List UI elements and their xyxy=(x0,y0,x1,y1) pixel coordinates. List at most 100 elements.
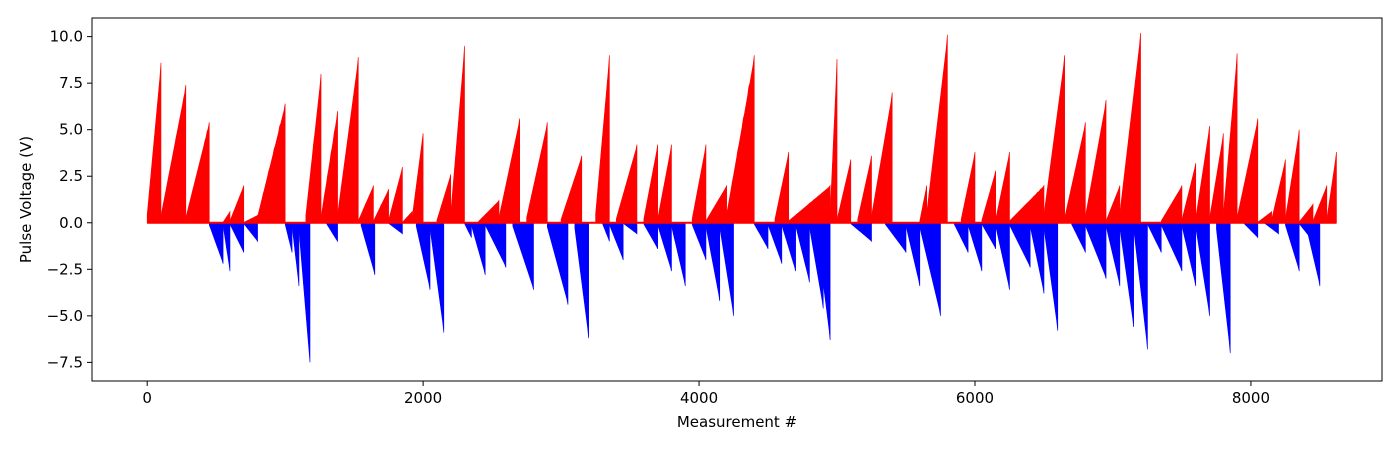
positive-pulse-bar xyxy=(657,144,672,224)
negative-pulse-bar xyxy=(1305,222,1321,287)
negative-pulse-bar xyxy=(671,222,686,287)
negative-pulse-bar xyxy=(1105,222,1121,287)
positive-pulse-bar xyxy=(1195,125,1210,224)
positive-pulse-bar xyxy=(691,144,707,224)
negative-pulse-bar xyxy=(795,222,810,283)
positive-pulse-bar xyxy=(643,144,658,224)
positive-pulse-bar xyxy=(836,159,852,224)
positive-pulse-bar xyxy=(320,111,338,224)
positive-pulse-bar xyxy=(726,55,755,224)
negative-pulse-bar xyxy=(546,222,569,305)
negative-pulse-bar xyxy=(222,222,231,272)
y-tick-label: −7.5 xyxy=(47,353,83,371)
positive-pulse-bar xyxy=(402,210,413,224)
positive-pulse-bar xyxy=(526,122,548,224)
negative-pulse-bar xyxy=(574,222,589,339)
y-tick-label: 5.0 xyxy=(59,121,83,139)
positive-pulse-bar xyxy=(305,73,322,224)
positive-pulse-bar xyxy=(450,45,465,224)
positive-pulse-bar xyxy=(1009,184,1045,224)
y-axis-label: Pulse Voltage (V) xyxy=(17,136,35,263)
y-tick-label: −5.0 xyxy=(47,307,83,325)
negative-pulse-bar xyxy=(1009,222,1031,268)
positive-pulse-bar xyxy=(615,144,638,224)
x-tick-label: 4000 xyxy=(680,389,718,407)
negative-pulse-bar xyxy=(885,222,907,253)
x-tick-label: 2000 xyxy=(404,389,442,407)
negative-pulse-bar xyxy=(781,222,796,272)
y-tick-label: 10.0 xyxy=(50,28,83,46)
negative-pulse-bar xyxy=(512,222,534,290)
negative-pulse-bar xyxy=(816,222,831,341)
negative-pulse-bar xyxy=(229,222,245,253)
negative-pulse-bar xyxy=(429,222,445,333)
negative-pulse-bar xyxy=(284,222,293,253)
negative-pulse-bar xyxy=(657,222,672,272)
positive-pulse-bar xyxy=(857,155,872,224)
negative-pulse-bar xyxy=(622,222,638,235)
negative-pulse-bar xyxy=(954,222,969,253)
positive-pulse-bar xyxy=(185,122,210,224)
negative-pulse-bar xyxy=(208,222,224,264)
negative-pulse-bar xyxy=(1285,222,1300,272)
x-axis-label: Measurement # xyxy=(677,413,797,431)
negative-pulse-bar xyxy=(609,222,624,261)
positive-pulse-bar xyxy=(1312,185,1328,224)
axes-layer: 0 2000 4000 6000 8000 −7.5 −5.0 −2.5 0.0 2.5 5.0 7.… xyxy=(47,17,1383,407)
positive-pulse-bar xyxy=(919,185,928,224)
negative-pulse-bar xyxy=(1243,222,1259,239)
negative-pulse-bar xyxy=(995,222,1010,290)
negative-pulse-bar xyxy=(326,222,338,243)
y-tick-label: 7.5 xyxy=(59,74,83,92)
positive-pulse-bar xyxy=(1160,185,1183,224)
negative-pulse-bar xyxy=(1181,222,1197,287)
positive-pulse-bar xyxy=(146,62,162,224)
negative-pulse-bar xyxy=(767,222,783,264)
positive-pulse-bar xyxy=(357,185,374,224)
positive-pulse-bar xyxy=(788,184,831,224)
negative-pulse-bar xyxy=(388,222,403,235)
positive-pulse-bar xyxy=(1209,133,1224,224)
positive-pulse-bar xyxy=(1043,55,1065,224)
plot-frame xyxy=(91,17,1383,382)
positive-pulse-bar xyxy=(871,92,893,224)
negative-pulse-bar xyxy=(243,222,258,243)
negative-pulse-bar xyxy=(484,222,507,268)
positive-pulse-bar xyxy=(981,170,996,224)
negative-pulse-bar xyxy=(967,222,983,272)
positive-pulse-bar xyxy=(926,34,948,224)
positive-pulse-bar xyxy=(829,58,838,224)
positive-pulse-bar xyxy=(560,155,583,224)
negative-pulse-bar xyxy=(1195,222,1210,316)
negative-pulse-bar xyxy=(691,222,707,261)
negative-pulse-bar xyxy=(905,222,921,287)
positive-pulse-bar xyxy=(257,103,286,224)
positive-pulse-bar xyxy=(498,118,520,224)
negative-pulse-bar xyxy=(1216,222,1231,354)
zero-baseline xyxy=(147,221,1337,224)
x-tick-label: 8000 xyxy=(1232,389,1270,407)
positive-pulse-bar xyxy=(1298,203,1314,224)
positive-pulse-bar xyxy=(337,57,359,224)
negative-pulse-bar xyxy=(1119,222,1134,328)
x-tick-label: 6000 xyxy=(956,389,994,407)
positive-pulse-bar xyxy=(1285,129,1300,224)
positive-pulse-bar xyxy=(1181,163,1197,224)
negative-pulse-bar xyxy=(1147,222,1162,253)
positive-pulse-bar xyxy=(222,210,231,224)
positive-pulse-bar xyxy=(595,55,610,224)
positive-pulse-bar xyxy=(160,84,187,224)
negative-pulse-bar xyxy=(298,222,311,363)
positive-pulse-bar xyxy=(1236,118,1259,224)
negative-pulse-bar xyxy=(719,222,734,316)
negative-pulse-bar xyxy=(1071,222,1086,253)
y-tick-label: −2.5 xyxy=(47,260,83,278)
negative-pulse-bar xyxy=(1085,222,1107,279)
positive-pulse-bar xyxy=(373,189,389,224)
positive-pulse-bar xyxy=(478,199,500,224)
negative-pulse-bar xyxy=(753,222,769,249)
positive-pulse-bar xyxy=(995,151,1010,224)
negative-pulse-bar xyxy=(360,222,376,275)
positive-pulse-bar xyxy=(411,133,424,224)
